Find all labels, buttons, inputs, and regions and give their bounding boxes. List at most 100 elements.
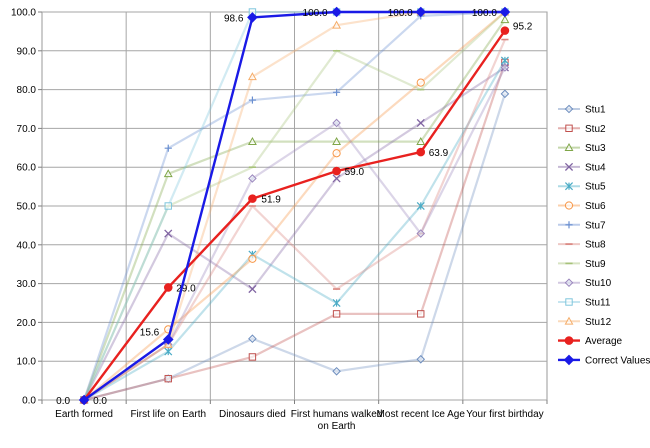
legend-label: Stu10 bbox=[585, 278, 612, 289]
legend-marker bbox=[564, 336, 574, 345]
legend-marker bbox=[564, 201, 574, 210]
y-tick-label: 50.0 bbox=[17, 202, 37, 213]
data-point bbox=[500, 15, 510, 24]
legend-label: Stu9 bbox=[585, 259, 606, 270]
legend-item: Stu7 bbox=[558, 220, 606, 231]
legend-marker bbox=[564, 316, 574, 325]
data-point bbox=[332, 20, 342, 29]
data-point bbox=[416, 136, 426, 145]
data-point bbox=[500, 56, 509, 65]
data-point bbox=[332, 310, 341, 318]
data-point bbox=[162, 334, 174, 345]
series-line bbox=[83, 19, 506, 401]
legend-label: Average bbox=[585, 336, 623, 347]
legend-item: Stu11 bbox=[558, 298, 611, 309]
legend-item: Stu5 bbox=[558, 182, 606, 193]
legend-label: Stu1 bbox=[585, 105, 606, 116]
series-line bbox=[83, 66, 506, 401]
data-point bbox=[248, 96, 257, 104]
legend-item: Stu9 bbox=[558, 259, 606, 270]
y-tick-label: 30.0 bbox=[17, 279, 37, 290]
data-point bbox=[248, 284, 257, 294]
y-tick-label: 20.0 bbox=[17, 318, 37, 329]
data-point bbox=[500, 26, 510, 35]
legend-item: Correct Values bbox=[558, 354, 650, 366]
data-point bbox=[332, 118, 341, 128]
legend-marker bbox=[565, 221, 573, 229]
data-label: 29.0 bbox=[176, 283, 196, 294]
data-point bbox=[248, 194, 257, 203]
data-label: 51.9 bbox=[261, 195, 281, 206]
data-point bbox=[332, 88, 341, 96]
y-tick-label: 100.0 bbox=[11, 8, 36, 19]
data-point bbox=[332, 136, 342, 145]
data-point bbox=[332, 298, 341, 308]
data-point bbox=[332, 174, 341, 183]
data-label: 63.9 bbox=[429, 148, 449, 159]
data-point bbox=[417, 310, 425, 318]
legend-item: Stu6 bbox=[558, 201, 606, 212]
data-point bbox=[416, 147, 426, 157]
data-label: 100.0 bbox=[472, 8, 497, 19]
x-tick-label: Dinosaurs died bbox=[219, 409, 286, 420]
series-line bbox=[83, 59, 506, 401]
data-point bbox=[499, 6, 511, 18]
data-point bbox=[248, 353, 257, 361]
data-point bbox=[332, 149, 341, 158]
legend-item: Stu1 bbox=[558, 105, 606, 116]
data-point bbox=[163, 169, 173, 178]
data-point bbox=[248, 334, 257, 344]
data-point bbox=[247, 136, 257, 145]
data-point bbox=[163, 283, 173, 292]
data-point bbox=[331, 6, 342, 18]
series-line bbox=[83, 11, 506, 401]
data-point bbox=[247, 72, 257, 81]
legend-marker bbox=[565, 124, 573, 132]
legend-label: Stu3 bbox=[585, 143, 606, 154]
x-tick-label: Your first birthday bbox=[466, 409, 543, 420]
legend-item: Stu10 bbox=[558, 278, 612, 289]
data-point bbox=[332, 166, 341, 176]
legend-marker bbox=[563, 354, 575, 366]
x-tick-label: First humans walked on Earth bbox=[291, 409, 383, 432]
legend-label: Stu2 bbox=[585, 124, 606, 135]
legend-label: Stu4 bbox=[585, 162, 606, 173]
legend-label: Stu7 bbox=[585, 220, 606, 231]
data-point bbox=[164, 202, 172, 210]
legend-item: Stu8 bbox=[558, 240, 606, 251]
x-tick-label: First life on Earth bbox=[130, 409, 206, 420]
series-correct-values: 0.0 15.6 98.6 100.0 100.0 100.0 bbox=[78, 6, 511, 407]
data-point bbox=[500, 63, 510, 72]
data-point bbox=[416, 201, 425, 211]
y-tick-label: 70.0 bbox=[17, 124, 37, 135]
data-point bbox=[416, 118, 425, 128]
data-point bbox=[500, 89, 510, 99]
data-point bbox=[248, 174, 257, 183]
data-point bbox=[247, 12, 258, 23]
series-line bbox=[83, 11, 506, 401]
legend-marker bbox=[564, 142, 574, 151]
legend-label: Stu11 bbox=[585, 298, 611, 309]
legend: Stu1 Stu2 Stu3 Stu4 Stu5 Stu6 Stu7 Stu8 Stu9 Stu1… bbox=[558, 105, 650, 366]
y-tick-label: 80.0 bbox=[17, 85, 37, 96]
legend-label: Stu8 bbox=[585, 240, 606, 251]
data-point bbox=[164, 374, 172, 383]
series-line bbox=[83, 10, 505, 401]
legend-item: Average bbox=[558, 336, 623, 347]
legend-label: Stu5 bbox=[585, 182, 606, 193]
data-label: 100.0 bbox=[388, 8, 413, 19]
y-tick-label: 0.0 bbox=[22, 396, 36, 407]
series-line bbox=[83, 10, 505, 401]
series-line bbox=[83, 29, 506, 401]
legend-item: Stu12 bbox=[558, 316, 612, 328]
data-label: 95.2 bbox=[513, 22, 533, 33]
series-line bbox=[83, 62, 506, 402]
data-point bbox=[416, 78, 425, 87]
legend-label: Stu12 bbox=[585, 317, 612, 328]
y-tick-label: 90.0 bbox=[17, 46, 37, 57]
legend-marker bbox=[564, 182, 574, 191]
series-line bbox=[83, 93, 506, 402]
series-line bbox=[83, 39, 506, 401]
